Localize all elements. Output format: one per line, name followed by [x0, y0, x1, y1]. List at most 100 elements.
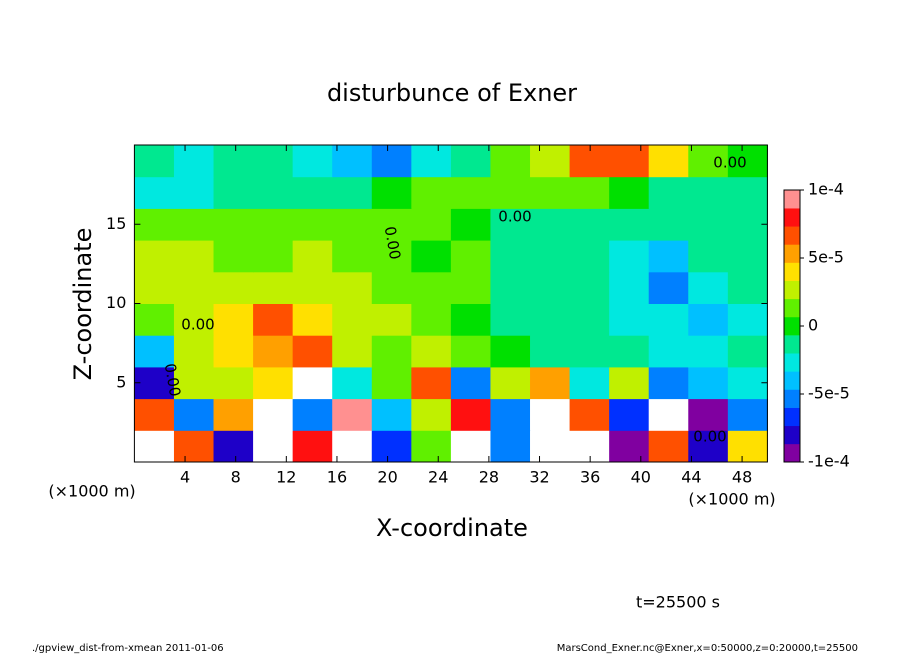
x-tick-label: 12 [276, 468, 296, 487]
cell [371, 366, 412, 400]
time-label: t=25500 s [636, 593, 720, 612]
cell [332, 303, 373, 336]
cell [569, 271, 610, 304]
cell [213, 335, 254, 368]
cell [134, 303, 175, 336]
cell [648, 430, 689, 463]
cell [411, 430, 452, 463]
cell [292, 271, 333, 304]
cell [450, 208, 491, 241]
x-tick-label: 28 [479, 468, 499, 487]
cell [134, 271, 175, 304]
cell [371, 398, 412, 431]
cell [134, 398, 175, 431]
cell [450, 303, 491, 336]
cell [727, 271, 768, 304]
cell [569, 145, 610, 178]
x-unit-label: (×1000 m) [48, 482, 135, 501]
cell [490, 398, 531, 431]
cell [530, 430, 571, 463]
cell [648, 240, 689, 273]
cell [490, 271, 531, 304]
colorbar-band [784, 262, 800, 281]
colorbar-band [784, 244, 800, 263]
cell [450, 398, 491, 431]
cell [292, 208, 333, 241]
colorbar-band [784, 298, 800, 318]
cell [134, 430, 175, 463]
cell [213, 303, 254, 336]
cell [371, 430, 412, 463]
cell [332, 430, 373, 463]
cell [490, 335, 531, 368]
cell [609, 176, 650, 209]
cell [727, 335, 768, 368]
cell [213, 271, 254, 304]
cell [332, 271, 373, 304]
colorbar-band [784, 208, 800, 227]
x-tick-label: 44 [681, 468, 701, 487]
chart-title: disturbunce of Exner [327, 79, 577, 107]
cell [292, 176, 333, 209]
cell [173, 145, 215, 178]
x-axis-label: X-coordinate [376, 514, 528, 542]
contour-label: 0.00 [181, 316, 214, 334]
cell [450, 176, 491, 209]
colorbar-tick-label: 0 [808, 316, 818, 335]
cell [371, 176, 412, 209]
footer-left: ./gpview_dist-from-xmean 2011-01-06 [32, 643, 224, 654]
cell [411, 176, 452, 209]
cell [688, 240, 729, 273]
cell [173, 176, 215, 209]
y-axis-label: Z-coordinate [69, 228, 97, 381]
cell [253, 271, 294, 304]
cell [490, 430, 531, 463]
cell [450, 145, 491, 178]
cell [332, 145, 373, 178]
cell [332, 335, 373, 368]
cell [727, 240, 768, 273]
cell [490, 176, 531, 209]
cell [688, 303, 729, 336]
cell [688, 430, 729, 463]
contour-label: 0.00 [381, 225, 405, 261]
cell [292, 303, 333, 336]
cell [173, 208, 215, 241]
cell [688, 208, 729, 241]
cell [411, 240, 452, 273]
cell [173, 398, 215, 431]
cell [569, 208, 610, 241]
contour-label: 0.00 [161, 362, 185, 398]
cell [727, 430, 768, 463]
colorbar-band [784, 226, 800, 245]
cell [253, 398, 294, 431]
cell [371, 303, 412, 336]
colorbar-band [784, 371, 800, 390]
cell [727, 208, 768, 241]
contour-label: 0.00 [498, 208, 531, 226]
cell [213, 208, 254, 241]
cell [530, 145, 571, 178]
cell [609, 303, 650, 336]
cell [648, 335, 689, 368]
cell [648, 303, 689, 336]
cell [213, 176, 254, 209]
colorbar-tick-label: -5e-5 [808, 384, 850, 403]
cell [371, 145, 412, 178]
cell [530, 303, 571, 336]
cell [134, 335, 175, 368]
cell [490, 145, 531, 178]
cell [253, 335, 294, 368]
cell [411, 303, 452, 336]
cell [332, 366, 373, 400]
cell [688, 145, 729, 178]
cell [253, 176, 294, 209]
x-tick-label: 24 [428, 468, 448, 487]
x-tick-label: 8 [231, 468, 241, 487]
cell [569, 303, 610, 336]
cell [569, 240, 610, 273]
cell [371, 335, 412, 368]
cell [332, 398, 373, 431]
cell [292, 398, 333, 431]
cell [688, 366, 729, 400]
